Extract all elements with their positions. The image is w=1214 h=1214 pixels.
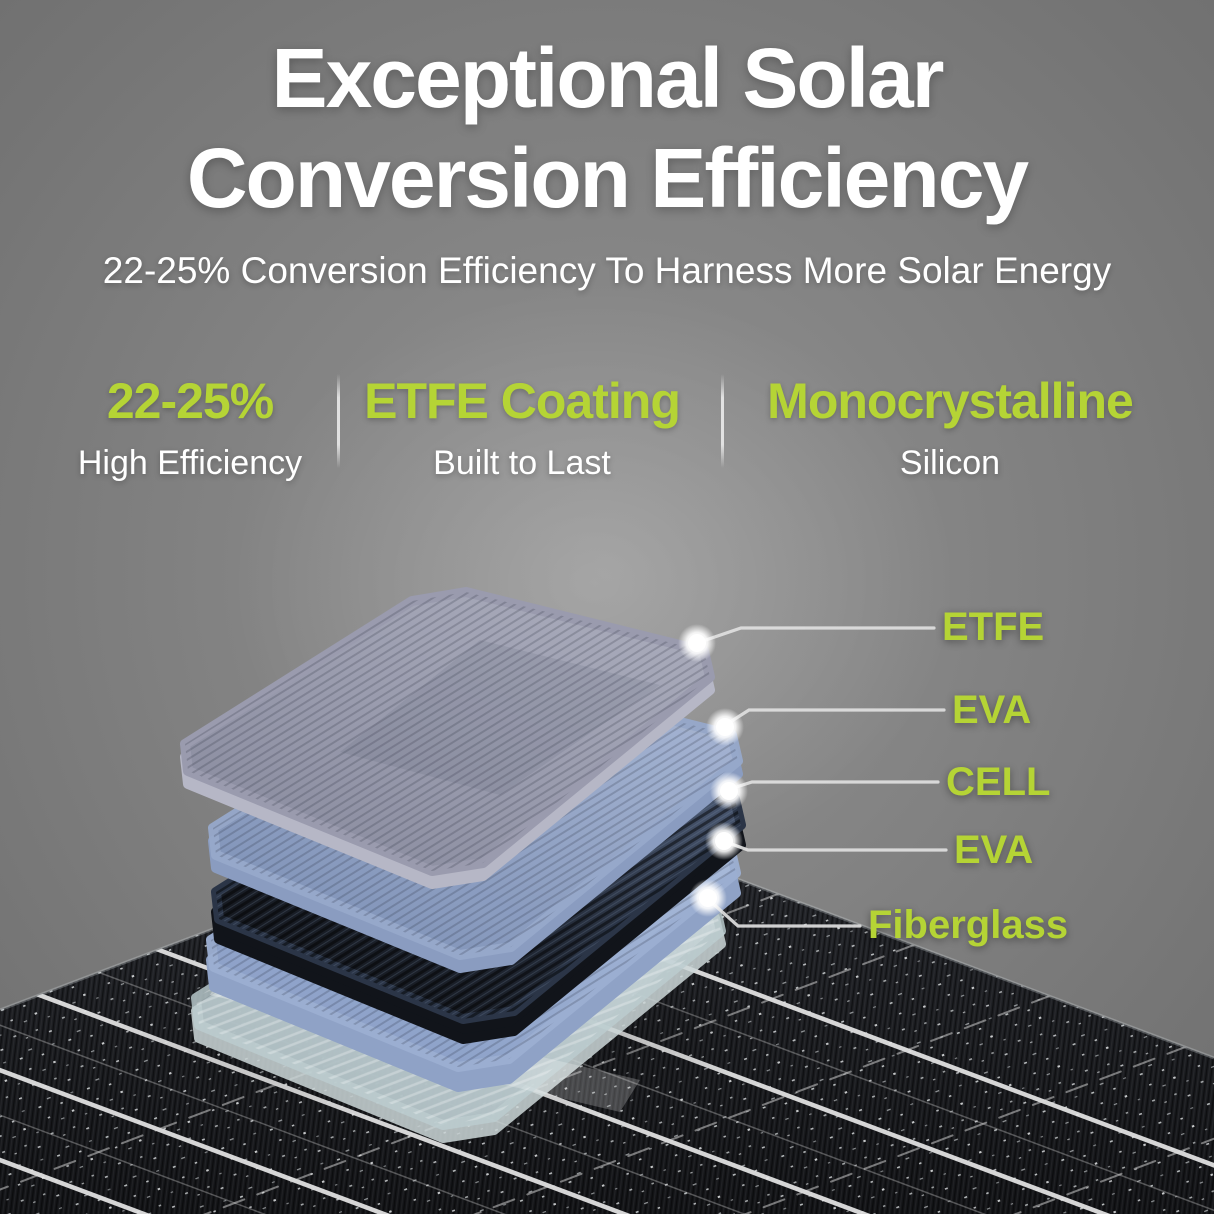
layer-anchor-dots bbox=[678, 624, 748, 917]
title-line-1: Exceptional Solar bbox=[271, 31, 945, 125]
dot-eva-lower bbox=[715, 832, 733, 850]
feature-etfe-coating: ETFE Coating Built to Last bbox=[362, 372, 682, 483]
feature-high-efficiency: 22-25% High Efficiency bbox=[40, 372, 340, 483]
feature-subtext: Built to Last bbox=[433, 444, 611, 482]
leader-line-eva-lower bbox=[724, 840, 948, 852]
feature-subtext: Silicon bbox=[899, 444, 1001, 482]
column-divider bbox=[721, 374, 724, 468]
etfe-sheen bbox=[340, 640, 660, 795]
layer-label-eva-upper: EVA bbox=[952, 688, 1032, 732]
title-line-2: Conversion Efficiency bbox=[186, 131, 1029, 225]
layer-label-cell: CELL bbox=[946, 760, 1051, 804]
page-subtitle: 22-25% Conversion Efficiency To Harness … bbox=[102, 250, 1112, 291]
leader-line-etfe bbox=[698, 626, 936, 644]
dot-fiberglass bbox=[699, 889, 717, 907]
layer-label-etfe: ETFE bbox=[942, 605, 1045, 649]
feature-monocrystalline: Monocrystalline Silicon bbox=[740, 372, 1160, 483]
dot-eva-upper bbox=[716, 718, 734, 736]
feature-subtext: High Efficiency bbox=[77, 444, 303, 482]
dot-etfe bbox=[688, 634, 706, 652]
leader-line-cell bbox=[728, 780, 940, 791]
layer-label-eva-lower: EVA bbox=[954, 828, 1034, 872]
feature-headline: Monocrystalline bbox=[767, 373, 1134, 429]
header: Exceptional Solar Conversion Efficiency … bbox=[0, 28, 1214, 292]
column-divider bbox=[337, 374, 340, 468]
feature-headline: 22-25% bbox=[106, 373, 274, 429]
leader-line-eva-upper bbox=[725, 708, 946, 726]
layer-label-fiberglass: Fiberglass bbox=[868, 903, 1069, 947]
feature-headline: ETFE Coating bbox=[364, 373, 681, 429]
dot-cell bbox=[720, 782, 738, 800]
layer-stack bbox=[185, 592, 741, 1138]
page-title: Exceptional Solar Conversion Efficiency bbox=[0, 28, 1214, 228]
